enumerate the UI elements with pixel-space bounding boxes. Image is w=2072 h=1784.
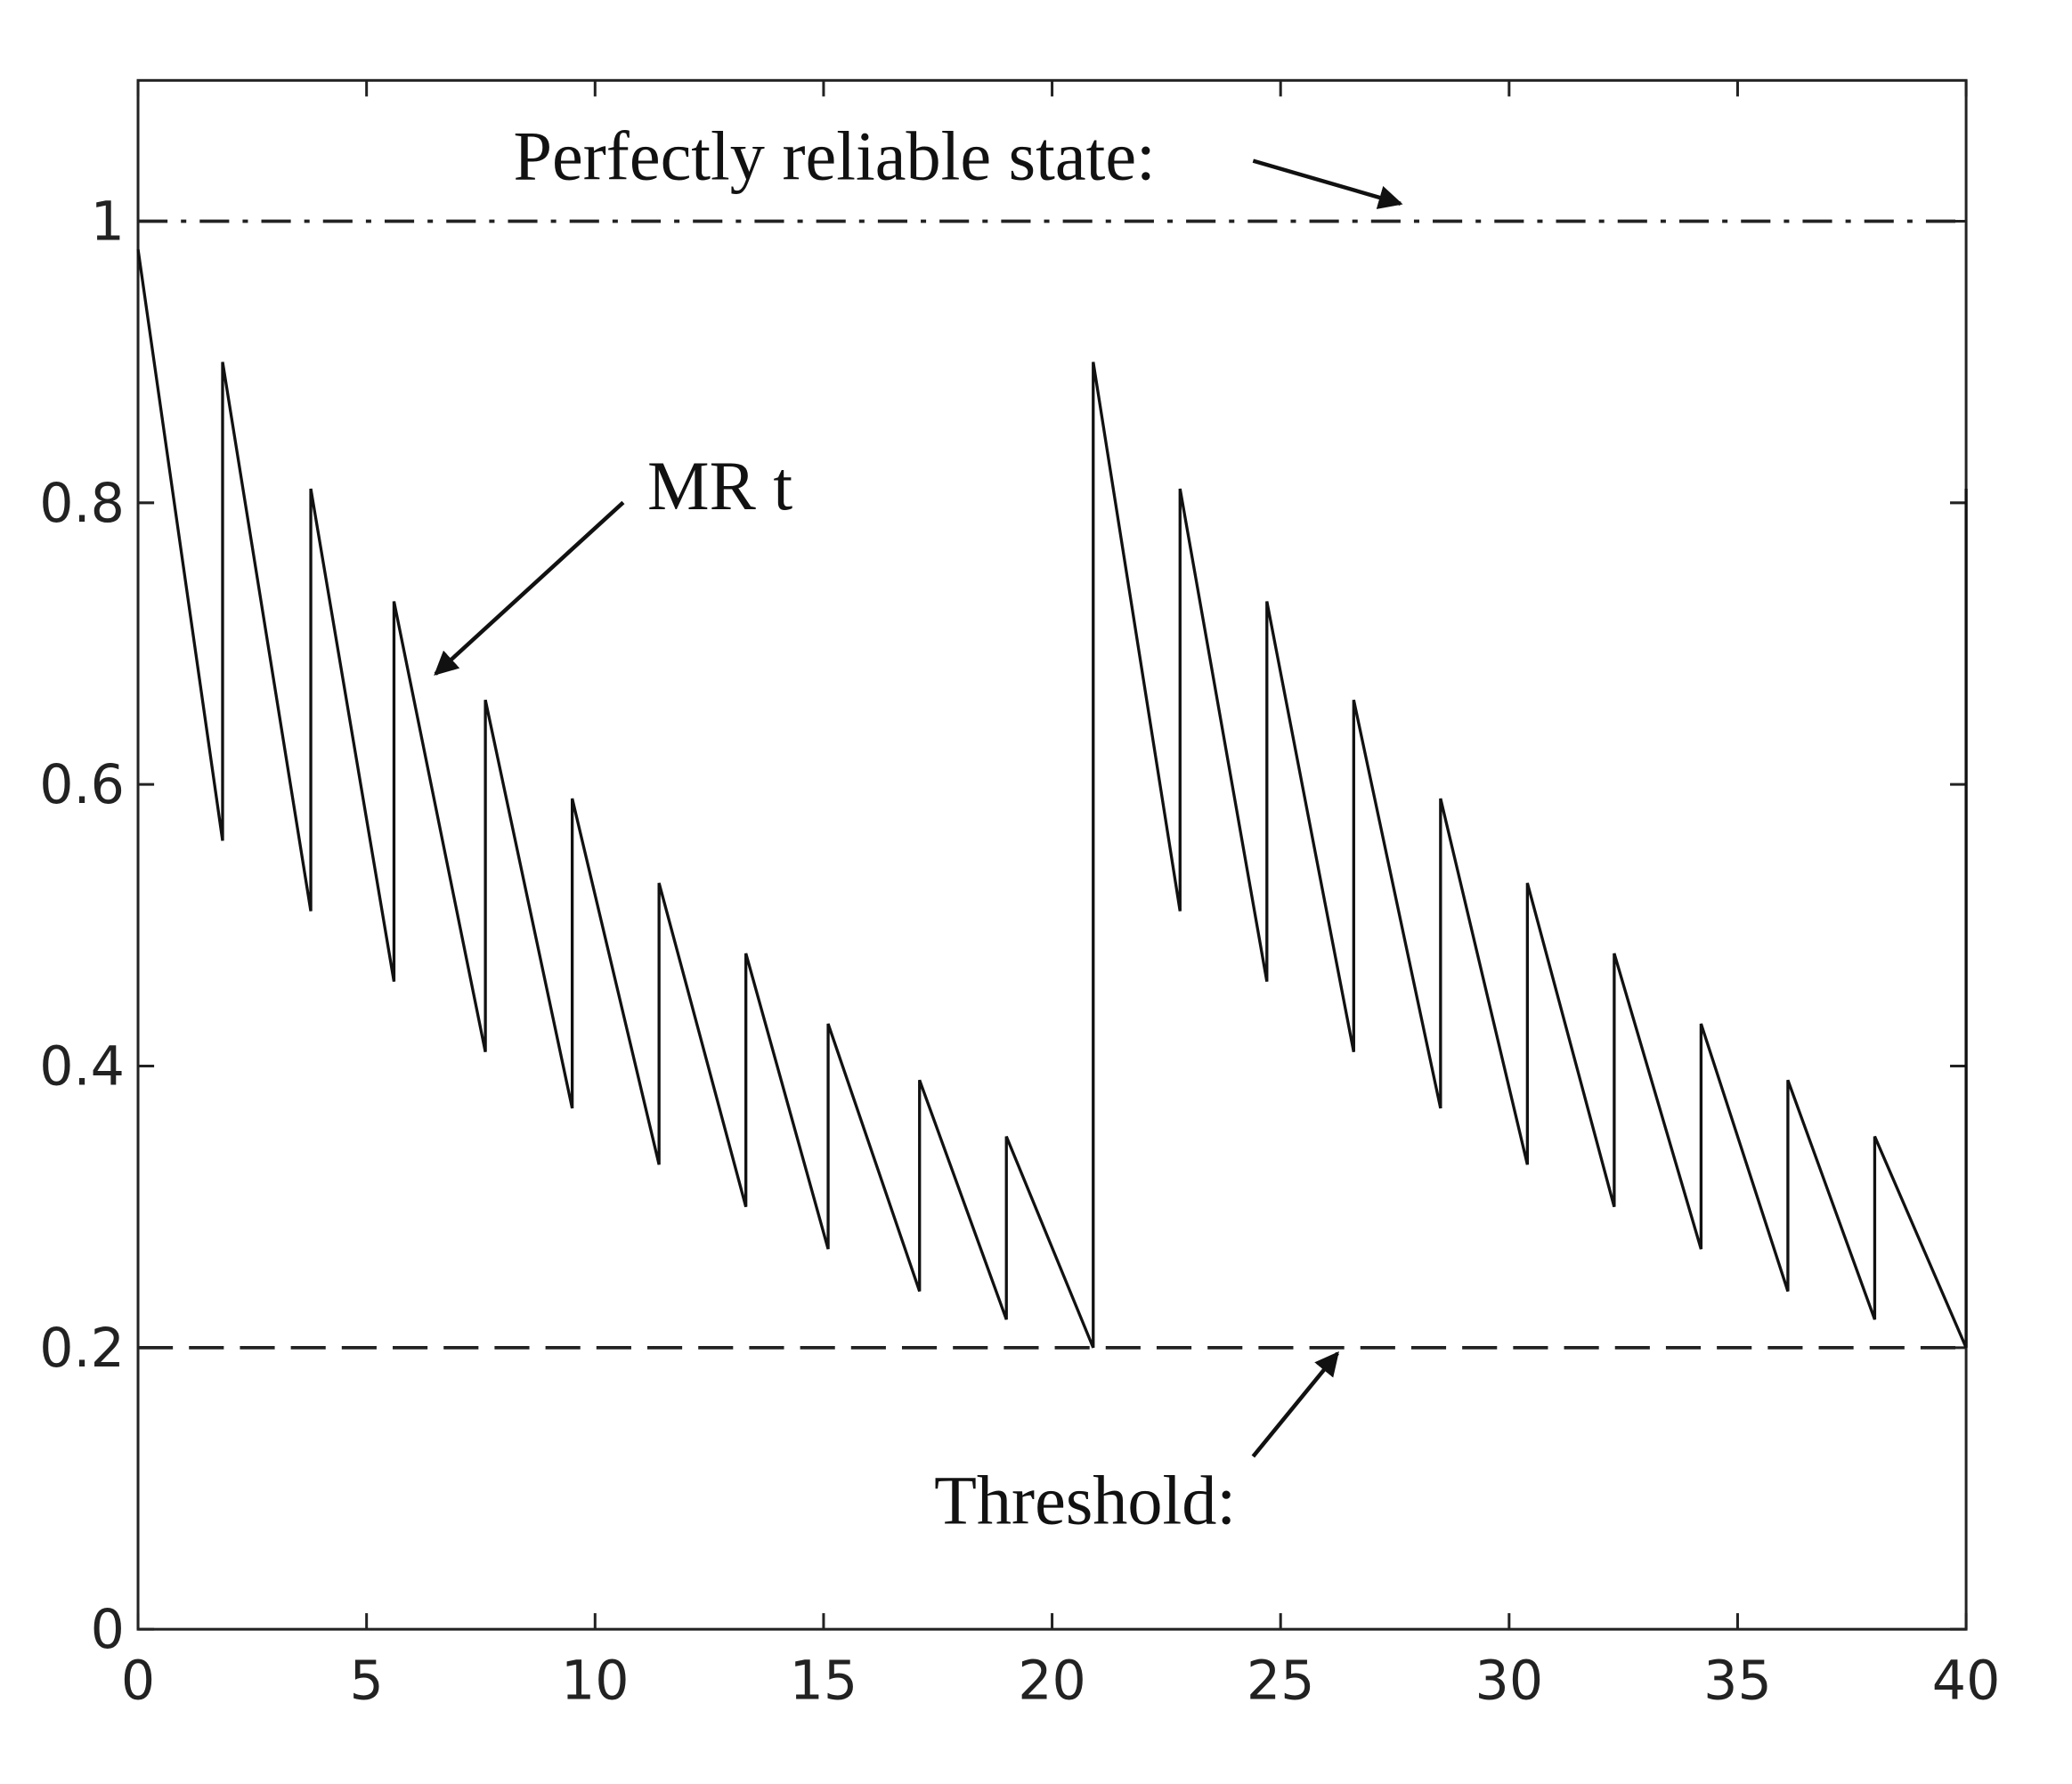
x-tick-label: 35 <box>1703 1650 1772 1712</box>
y-tick-label: 1 <box>91 191 125 254</box>
x-tick-label: 0 <box>121 1650 155 1712</box>
x-tick-label: 20 <box>1018 1650 1086 1712</box>
arrow <box>1251 1351 1339 1458</box>
data-line <box>136 248 1968 1349</box>
y-tick-label: 0.4 <box>39 1036 125 1099</box>
x-tick-label: 40 <box>1932 1650 2001 1712</box>
y-tick-label: 0 <box>91 1599 125 1661</box>
y-tick-label: 0.6 <box>39 754 125 816</box>
y-tick-label: 0.2 <box>39 1318 125 1380</box>
plot-frame <box>136 78 1968 1631</box>
arrow <box>1252 158 1403 209</box>
x-tick-label: 15 <box>790 1650 858 1712</box>
annotation: Perfectly reliable state: <box>513 118 1155 195</box>
annotation: MR t <box>647 447 792 524</box>
x-tick-label: 30 <box>1475 1650 1544 1712</box>
y-tick-label: 0.8 <box>39 473 125 535</box>
x-tick-label: 25 <box>1247 1650 1315 1712</box>
arrow <box>434 500 625 676</box>
x-tick-label: 5 <box>350 1650 384 1712</box>
x-tick-label: 10 <box>561 1650 630 1712</box>
annotation: Threshold: <box>934 1461 1236 1538</box>
